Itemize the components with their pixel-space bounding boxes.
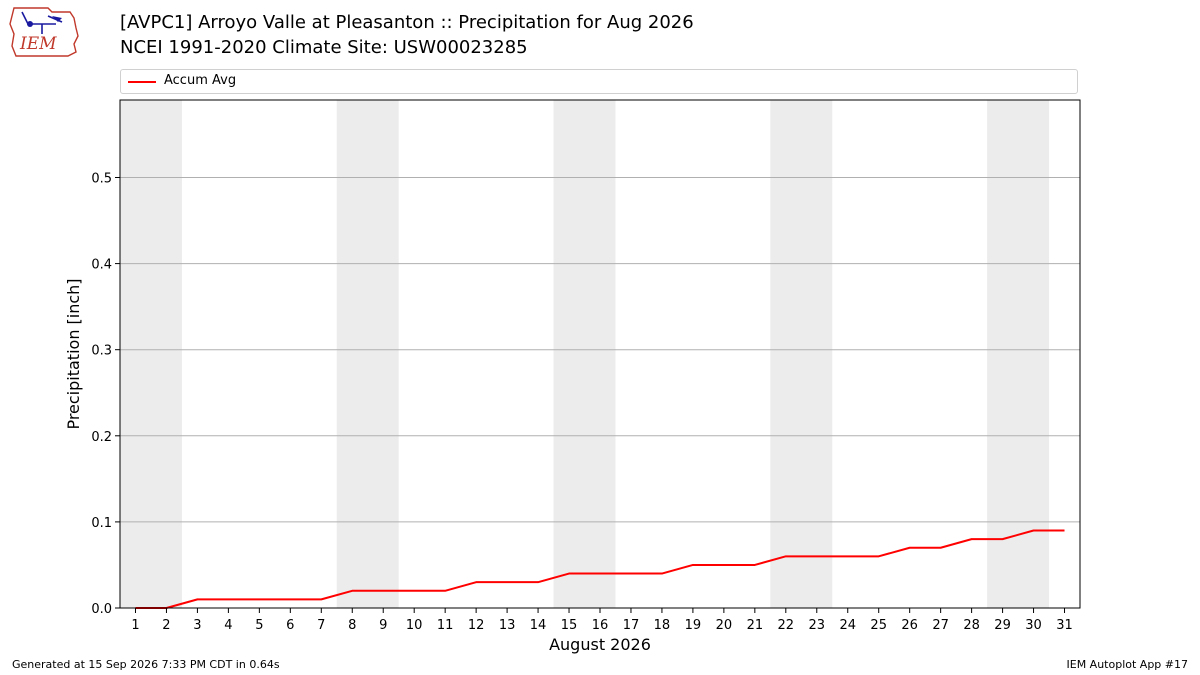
weekend-band	[336, 100, 399, 608]
x-tick-label: 12	[468, 618, 485, 633]
weekend-band	[987, 100, 1050, 608]
y-axis-label: Precipitation [inch]	[64, 278, 83, 429]
x-tick-label: 4	[224, 618, 232, 633]
weekend-band	[553, 100, 616, 608]
x-tick-label: 16	[592, 618, 609, 633]
chart-subtitle: NCEI 1991-2020 Climate Site: USW00023285	[120, 37, 528, 58]
y-tick-label: 0.3	[91, 344, 112, 359]
grid-lines	[120, 176, 1080, 523]
y-tick-label: 0.1	[91, 516, 112, 531]
x-tick-label: 10	[406, 618, 423, 633]
x-tick-label: 22	[778, 618, 795, 633]
weekend-band	[120, 100, 182, 608]
series-line-accum-avg	[135, 529, 1065, 609]
x-tick-label: 14	[530, 618, 547, 633]
x-tick-label: 1	[131, 618, 139, 633]
x-tick-label: 9	[379, 618, 387, 633]
x-tick-label: 25	[870, 618, 887, 633]
legend: Accum Avg	[120, 69, 1078, 94]
x-tick-label: 3	[193, 618, 201, 633]
x-tick-label: 24	[839, 618, 856, 633]
x-tick-label: 11	[437, 618, 454, 633]
x-tick-label: 6	[286, 618, 294, 633]
x-tick-label: 23	[809, 618, 826, 633]
x-tick-label: 18	[654, 618, 671, 633]
x-tick-label: 31	[1056, 618, 1073, 633]
chart-title: [AVPC1] Arroyo Valle at Pleasanton :: Pr…	[120, 12, 694, 33]
x-tick-label: 13	[499, 618, 516, 633]
weekend-bands	[120, 100, 1050, 608]
x-axis-label: August 2026	[549, 635, 651, 654]
x-tick-label: 17	[623, 618, 640, 633]
y-tick-label: 0.2	[91, 430, 112, 445]
legend-label: Accum Avg	[164, 73, 237, 88]
y-tick-label: 0.0	[91, 602, 112, 617]
y-tick-label: 0.5	[91, 171, 112, 186]
y-axis: 0.0 0.1 0.2 0.3 0.4 0.5	[91, 171, 120, 617]
legend-swatch	[128, 81, 156, 83]
weekend-band	[770, 100, 833, 608]
x-tick-label: 21	[747, 618, 764, 633]
x-tick-label: 19	[685, 618, 702, 633]
x-tick-label: 2	[162, 618, 170, 633]
x-tick-label: 8	[348, 618, 356, 633]
series-layer	[135, 529, 1065, 609]
iem-logo: IEM	[9, 7, 79, 57]
footer-app: IEM Autoplot App #17	[1066, 658, 1189, 671]
logo-text: IEM	[19, 34, 57, 54]
x-tick-label: 30	[1025, 618, 1042, 633]
x-tick-label: 20	[716, 618, 733, 633]
footer-generated: Generated at 15 Sep 2026 7:33 PM CDT in …	[12, 658, 280, 671]
x-tick-label: 15	[561, 618, 578, 633]
x-tick-label: 26	[901, 618, 918, 633]
x-axis: 1 2 3 4 5 6 7 8 9 10 11 12 13 14 15 16 17 18 19 20 21 22 23 24 2…	[131, 608, 1073, 633]
y-tick-label: 0.4	[91, 258, 112, 273]
x-tick-label: 5	[255, 618, 263, 633]
x-tick-label: 29	[994, 618, 1011, 633]
x-tick-label: 28	[963, 618, 980, 633]
x-tick-label: 27	[932, 618, 949, 633]
x-tick-label: 7	[317, 618, 325, 633]
